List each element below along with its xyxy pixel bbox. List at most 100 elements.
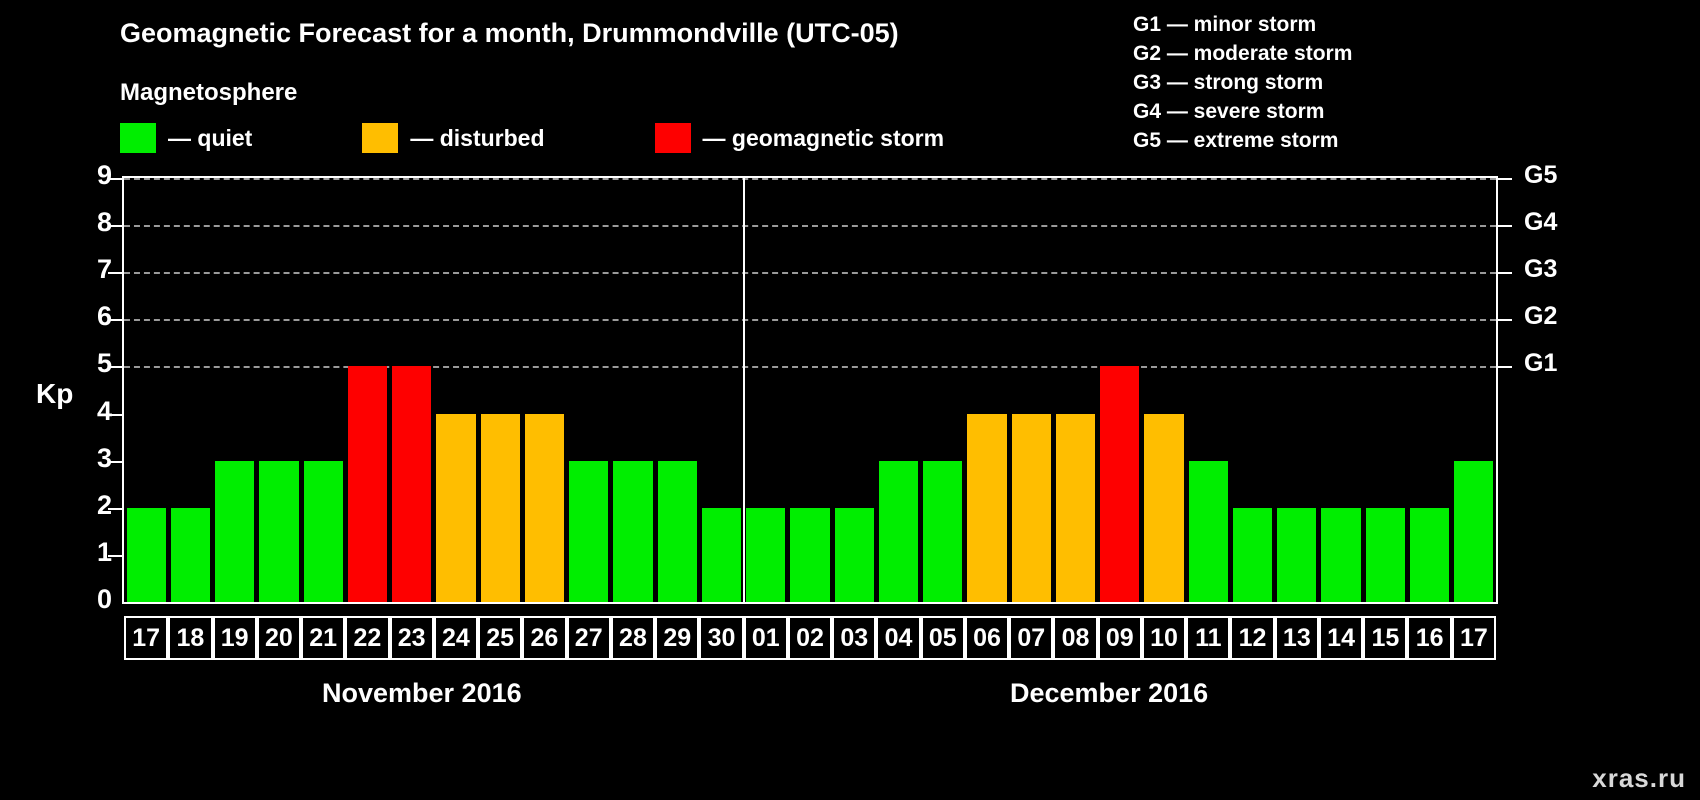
bar[interactable] [790,507,830,602]
gridline-kp-5 [124,366,1496,369]
g-scale-legend-line-1: G1 — minor storm [1133,13,1317,36]
y-tick-label-5: 5 [96,348,112,379]
y-tick-label-3: 3 [96,442,112,473]
bar[interactable] [1055,413,1096,602]
bar[interactable] [303,460,343,602]
day-label-cell[interactable]: 05 [920,616,965,660]
bar[interactable] [834,507,874,602]
y-axis-title: Kp [36,378,74,409]
day-label-cell[interactable]: 25 [478,616,523,660]
day-label-cell[interactable]: 12 [1230,616,1275,660]
day-label-cell[interactable]: 15 [1363,616,1408,660]
y-tick-label-8: 8 [96,207,112,238]
gridline-kp-7 [124,272,1496,275]
bar[interactable] [1454,460,1494,602]
day-label-cell[interactable]: 17 [124,616,169,660]
day-label-cell[interactable]: 26 [522,616,567,660]
bar[interactable] [967,413,1007,602]
gridline-kp-6 [124,319,1496,322]
y-tick-label-6: 6 [96,301,112,332]
bar[interactable] [1232,507,1273,602]
day-label-cell[interactable]: 01 [743,616,788,660]
day-label-cell[interactable]: 13 [1274,616,1319,660]
day-label-cell[interactable]: 07 [1009,616,1054,660]
legend-label-quiet: — quiet [168,124,253,151]
bar[interactable] [878,460,919,602]
g-tick-mark-G3 [1498,272,1512,275]
day-label-cell[interactable]: 20 [256,616,302,660]
day-label-cell[interactable]: 28 [610,616,656,660]
day-label-cell[interactable]: 17 [1451,616,1496,660]
bar[interactable] [1188,460,1228,602]
bar[interactable] [1011,413,1051,602]
y-tick-mark-2 [108,507,122,510]
g-tick-label-G1: G1 [1524,349,1558,378]
day-label-cell[interactable]: 09 [1097,616,1142,660]
day-label-cell[interactable]: 03 [832,616,877,660]
g-scale-legend-line-5: G5 — extreme storm [1133,129,1339,152]
legend-swatch-geomagnetic-storm [654,123,691,153]
day-label-cell[interactable]: 16 [1407,616,1452,660]
bar[interactable] [1277,507,1317,602]
bar[interactable] [126,507,166,602]
legend-section-title: Magnetosphere [120,79,298,106]
day-label-cell[interactable]: 30 [699,616,744,660]
day-label-cell[interactable]: 21 [301,616,346,660]
bar[interactable] [1144,413,1184,602]
y-tick-mark-4 [108,413,122,416]
legend-item-geomagnetic-storm: — geomagnetic storm [654,122,944,154]
day-axis-labels: 17 18 19 20 21 22 23 24 25 26 27 28 29 30 01 02 03 04 05 06… [122,616,1498,660]
day-label-cell[interactable]: 10 [1141,616,1187,660]
g-tick-mark-G1 [1498,366,1512,369]
month-caption-november: November 2016 [322,678,522,708]
day-label-cell[interactable]: 11 [1186,616,1231,660]
bar[interactable] [746,507,786,602]
day-label-cell[interactable]: 19 [212,616,257,660]
y-tick-mark-8 [108,225,122,228]
watermark: xras.ru [1592,763,1686,793]
bar[interactable] [436,413,476,602]
y-tick-label-0: 0 [96,584,112,614]
day-label-cell[interactable]: 18 [168,616,213,660]
y-tick-label-7: 7 [96,254,112,285]
day-label-cell[interactable]: 14 [1318,616,1364,660]
month-caption-december: December 2016 [1010,678,1209,708]
bar[interactable] [170,507,210,602]
bar[interactable] [1100,366,1140,602]
y-tick-mark-9 [108,178,122,180]
bar[interactable] [923,460,963,602]
bar[interactable] [701,507,742,602]
bars-layer [124,178,1496,602]
bar[interactable] [1409,507,1450,602]
bar[interactable] [215,460,255,602]
bar[interactable] [613,460,653,602]
bar[interactable] [1321,507,1361,602]
day-label-cell[interactable]: 29 [655,616,700,660]
plot-inner [124,178,1496,602]
day-label-cell[interactable]: 02 [787,616,833,660]
y-tick-mark-7 [108,272,122,275]
day-label-cell[interactable]: 08 [1053,616,1098,660]
g-tick-label-G3: G3 [1524,255,1558,284]
bar[interactable] [347,366,388,602]
page-title: Geomagnetic Forecast for a month, Drummo… [120,18,899,48]
bar[interactable] [1365,507,1405,602]
g-tick-mark-G4 [1498,225,1512,228]
legend-swatch-disturbed [362,123,399,153]
bar[interactable] [524,413,565,602]
bar[interactable] [569,460,609,602]
g-tick-label-G2: G2 [1524,302,1558,331]
bar[interactable] [392,366,432,602]
bar[interactable] [259,460,299,602]
y-tick-mark-6 [108,319,122,322]
day-label-cell[interactable]: 04 [876,616,921,660]
day-label-cell[interactable]: 24 [433,616,479,660]
day-label-cell[interactable]: 27 [566,616,611,660]
day-label-cell[interactable]: 22 [345,616,390,660]
bar[interactable] [657,460,697,602]
day-label-cell[interactable]: 06 [964,616,1010,660]
plot-area [122,176,1498,604]
bar[interactable] [480,413,520,602]
day-label-cell[interactable]: 23 [389,616,434,660]
y-tick-label-9: 9 [96,160,112,190]
